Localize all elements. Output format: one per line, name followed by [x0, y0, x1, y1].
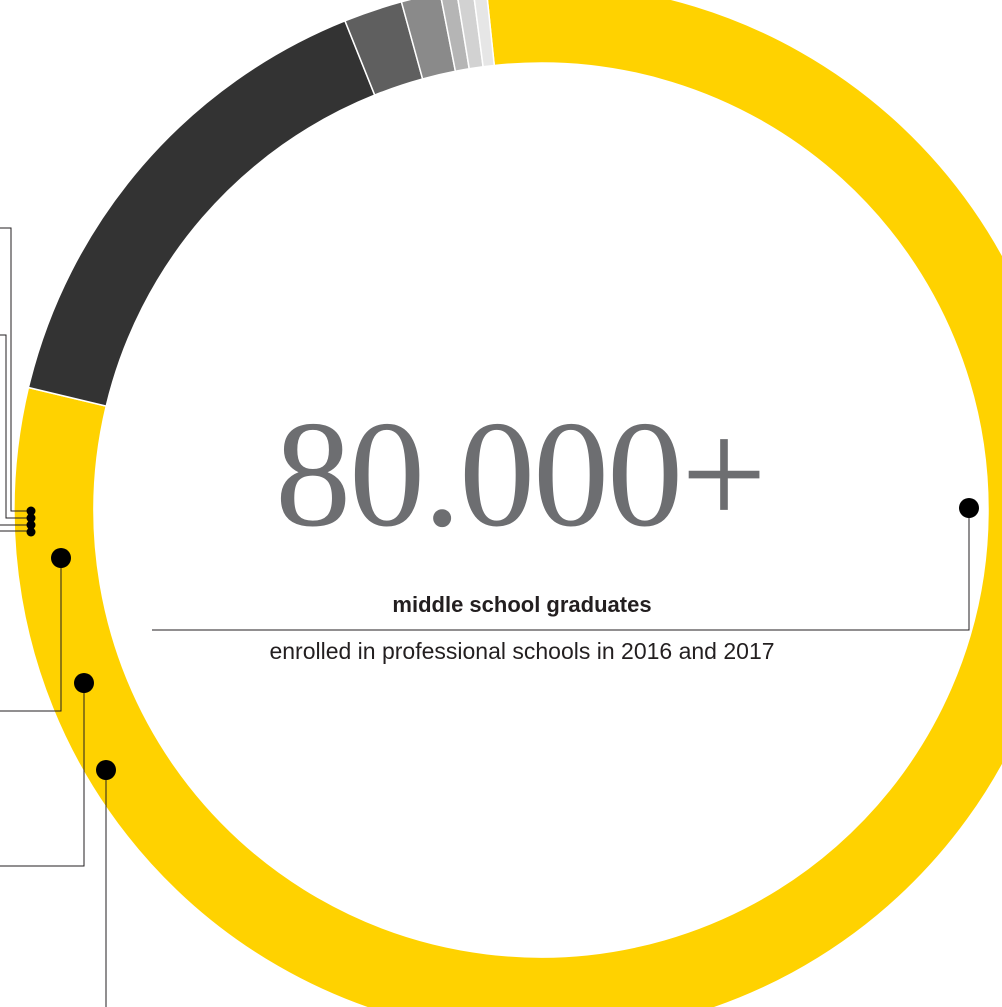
headline-subtitle-bold: middle school graduates [392, 592, 651, 617]
marker-slice-5 [26, 506, 36, 516]
marker-slice-4 [51, 548, 71, 568]
leader-line-main [152, 508, 970, 631]
leader-line-slice-3 [0, 683, 85, 867]
marker-slice-7 [26, 520, 36, 530]
marker-main [959, 498, 979, 518]
marker-slice-8 [26, 527, 36, 537]
donut-slice-1 [13, 0, 1002, 1007]
marker-slice-2 [96, 760, 116, 780]
leader-line-slice-6 [0, 334, 31, 519]
headline-subtitle: enrolled in professional schools in 2016… [269, 638, 774, 664]
donut-slice-2 [27, 19, 376, 408]
headline-value: 80.000+ [275, 390, 765, 558]
marker-slice-6 [26, 513, 36, 523]
donut-slice-7 [473, 0, 496, 68]
leader-lines [0, 227, 970, 1007]
donut-slices [13, 0, 1002, 1007]
leader-line-slice-5 [0, 227, 30, 512]
marker-slice-3 [74, 673, 94, 693]
leader-markers [26, 498, 979, 780]
leader-line-slice-4 [0, 558, 62, 712]
